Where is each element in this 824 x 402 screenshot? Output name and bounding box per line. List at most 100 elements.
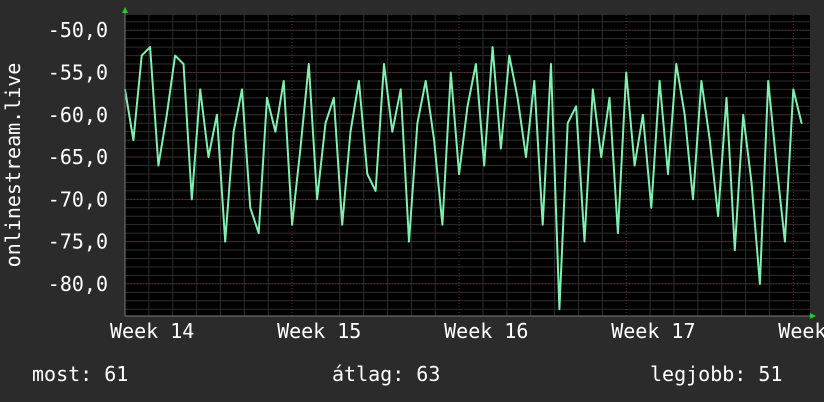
y-tick-label: -70,0 (48, 187, 108, 211)
data-point (291, 223, 293, 226)
data-point (207, 156, 210, 158)
data-point (165, 113, 168, 116)
data-point (717, 215, 719, 218)
x-tick-label: Week 14 (110, 319, 194, 343)
y-tick-label: -50,0 (48, 18, 108, 42)
data-point (550, 63, 552, 65)
data-point (617, 232, 619, 234)
data-point (775, 164, 778, 167)
data-point (232, 130, 235, 133)
data-point (500, 147, 502, 150)
data-point (533, 80, 536, 82)
data-point (191, 198, 193, 201)
data-point (767, 80, 770, 82)
data-point (174, 54, 176, 57)
data-point (675, 63, 678, 65)
data-point (282, 80, 285, 82)
data-point (792, 88, 795, 91)
stat-current: most: 61 (32, 362, 129, 386)
line-chart: -50,0 -55,0 -60,0 -65,0 -70,0 -75,0 -80,0 Week… (1, 7, 824, 343)
data-point (249, 206, 252, 209)
data-point (132, 139, 135, 141)
series-layer (124, 46, 803, 311)
data-point (224, 240, 227, 243)
data-point (399, 88, 402, 91)
data-point (491, 46, 494, 48)
data-point (708, 139, 711, 141)
data-point (650, 206, 653, 209)
x-tick-label: Week 15 (277, 319, 361, 343)
data-point (433, 139, 435, 141)
stat-average: átlag: 63 (332, 362, 441, 386)
data-point (333, 97, 335, 99)
data-point (466, 105, 469, 108)
x-tick-label: Week 18 (778, 319, 824, 343)
data-point (566, 122, 569, 125)
data-point (391, 130, 394, 133)
y-axis-arrow-icon (122, 7, 128, 13)
data-point (700, 80, 703, 82)
data-point (516, 97, 519, 99)
data-point (299, 147, 302, 150)
data-point (341, 223, 343, 226)
data-point (274, 130, 277, 133)
data-point (541, 223, 544, 226)
data-point (750, 181, 753, 184)
data-point (149, 46, 151, 48)
data-point (800, 122, 803, 125)
data-point (324, 122, 327, 125)
data-point (600, 156, 602, 158)
data-point (182, 63, 185, 65)
data-point (441, 223, 444, 226)
data-point (416, 122, 419, 125)
data-point (692, 198, 694, 201)
x-tick-labels: Week 14 Week 15 Week 16 Week 17 Week 18 (110, 319, 824, 343)
data-point (558, 308, 561, 311)
data-point (366, 173, 369, 175)
data-point (759, 283, 761, 285)
y-tick-label: -55,0 (48, 60, 108, 84)
data-point (525, 156, 527, 158)
y-tick-label: -80,0 (48, 272, 108, 296)
data-point (424, 80, 427, 82)
data-point (625, 71, 628, 74)
data-point (592, 88, 594, 91)
data-point (199, 88, 201, 91)
data-point (742, 113, 744, 116)
data-point (307, 63, 310, 65)
data-point (140, 54, 143, 57)
data-point (358, 80, 360, 82)
data-point (734, 249, 736, 251)
x-tick-label: Week 16 (444, 319, 528, 343)
data-point (642, 113, 644, 116)
data-point (483, 164, 486, 167)
series-line (124, 46, 803, 311)
data-point (667, 173, 669, 175)
data-point (257, 232, 260, 234)
data-point (608, 97, 611, 99)
data-point (316, 198, 318, 201)
data-point (266, 97, 268, 99)
y-axis-label: onlinestream.live (1, 63, 25, 268)
data-point (216, 113, 218, 116)
data-point (374, 190, 377, 192)
data-point (241, 88, 243, 91)
data-point (449, 71, 452, 74)
data-point (658, 80, 661, 82)
data-point (725, 97, 728, 99)
data-point (458, 173, 460, 175)
data-point (683, 113, 686, 116)
y-tick-labels: -50,0 -55,0 -60,0 -65,0 -70,0 -75,0 -80,0 (48, 18, 108, 296)
data-point (583, 240, 586, 243)
data-point (784, 240, 786, 243)
data-point (383, 63, 385, 65)
data-point (408, 240, 410, 243)
y-tick-label: -60,0 (48, 103, 108, 127)
x-tick-label: Week 17 (611, 319, 695, 343)
y-tick-label: -75,0 (48, 230, 108, 254)
data-point (508, 54, 511, 57)
data-point (633, 164, 636, 167)
data-point (475, 63, 477, 65)
stat-best: legjobb: 51 (650, 362, 783, 386)
